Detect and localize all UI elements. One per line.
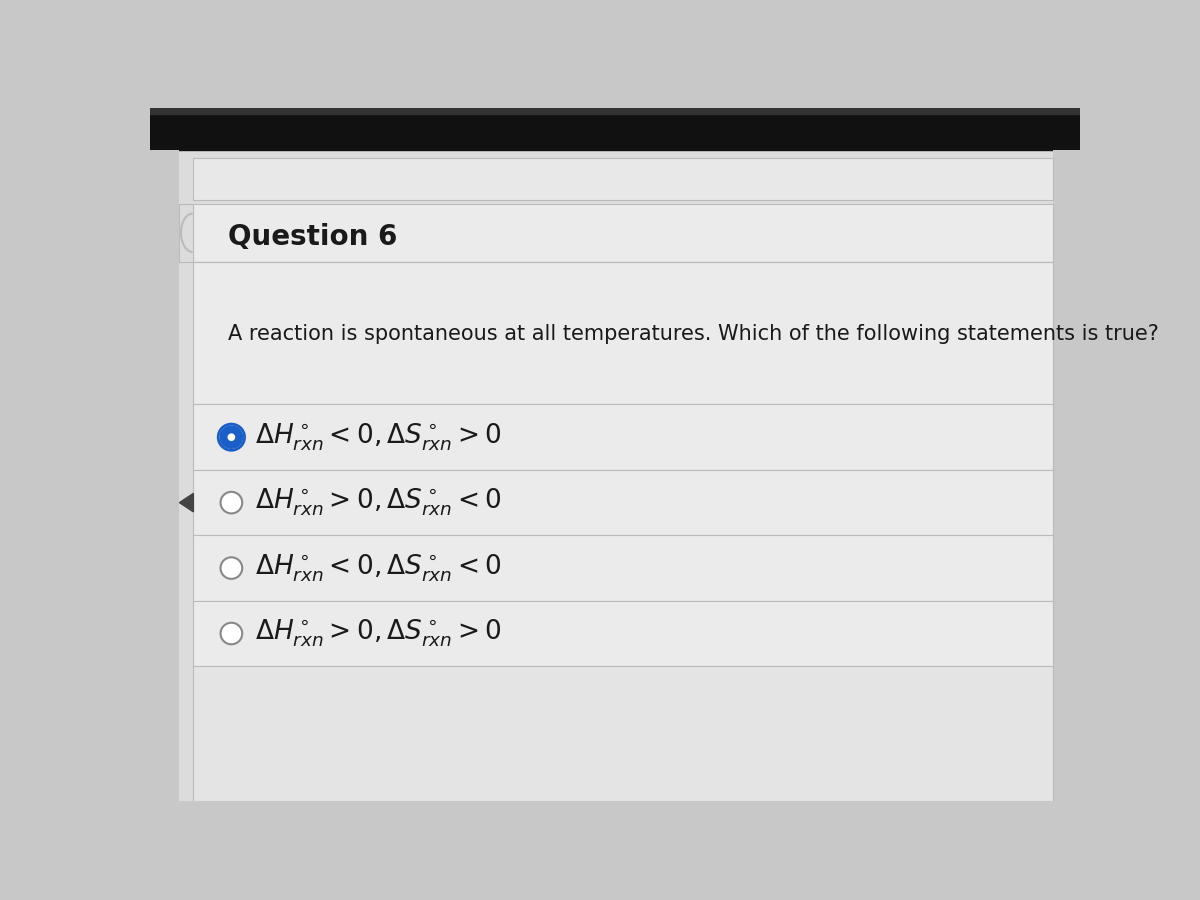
Bar — [1052, 150, 1080, 801]
Bar — [193, 536, 1052, 601]
Text: A reaction is spontaneous at all temperatures. Which of the following statements: A reaction is spontaneous at all tempera… — [228, 324, 1158, 344]
Text: $\Delta H^\circ_{rxn} > 0, \Delta S^\circ_{rxn} > 0$: $\Delta H^\circ_{rxn} > 0, \Delta S^\cir… — [254, 617, 502, 649]
Text: $\Delta H^\circ_{rxn} < 0, \Delta S^\circ_{rxn} > 0$: $\Delta H^\circ_{rxn} < 0, \Delta S^\cir… — [254, 421, 502, 453]
Text: $\Delta H^\circ_{rxn} < 0, \Delta S^\circ_{rxn} < 0$: $\Delta H^\circ_{rxn} < 0, \Delta S^\cir… — [254, 553, 502, 584]
Bar — [193, 262, 1052, 404]
Text: Question 6: Question 6 — [228, 223, 397, 251]
Bar — [150, 150, 180, 801]
Circle shape — [221, 491, 242, 513]
Circle shape — [221, 623, 242, 644]
Bar — [193, 204, 1052, 262]
Bar — [150, 108, 1080, 150]
Circle shape — [221, 427, 242, 448]
Bar — [193, 601, 1052, 666]
Text: $\Delta H^\circ_{rxn} > 0, \Delta S^\circ_{rxn} < 0$: $\Delta H^\circ_{rxn} > 0, \Delta S^\cir… — [254, 487, 502, 518]
Polygon shape — [180, 493, 193, 512]
Bar — [150, 108, 1080, 114]
Bar — [193, 470, 1052, 536]
Bar — [193, 158, 1052, 201]
Circle shape — [228, 433, 235, 441]
Bar — [180, 204, 193, 262]
Bar — [193, 404, 1052, 470]
Circle shape — [221, 557, 242, 579]
Bar — [193, 666, 1052, 801]
